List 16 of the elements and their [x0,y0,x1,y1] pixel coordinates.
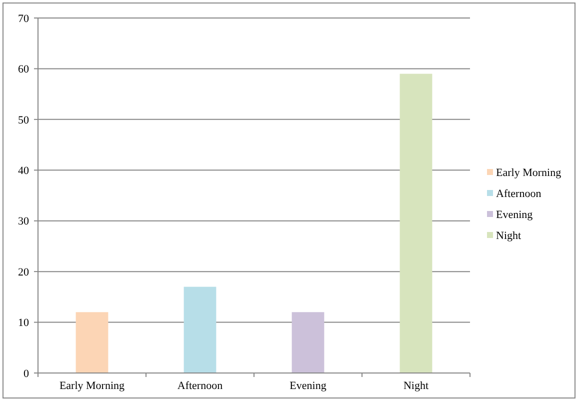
y-tick-label: 60 [18,64,30,76]
x-tick-label: Afternoon [177,380,224,392]
x-tick-label: Night [403,380,429,392]
y-tick-label: 40 [18,164,30,177]
legend-label: Evening [496,208,534,221]
legend-label: Night [496,230,522,242]
y-tick-label: 50 [18,114,30,126]
x-tick-label: Early Morning [59,380,126,392]
y-tick-label: 30 [18,216,30,228]
y-tick-label: 0 [24,368,30,380]
y-tick-label: 10 [18,317,30,330]
y-tick-label: 70 [18,12,30,25]
legend-label: Early Morning [496,166,562,179]
x-tick-label: Evening [290,380,327,392]
legend-label: Afternoon [496,188,542,200]
y-tick-label: 20 [18,266,30,278]
